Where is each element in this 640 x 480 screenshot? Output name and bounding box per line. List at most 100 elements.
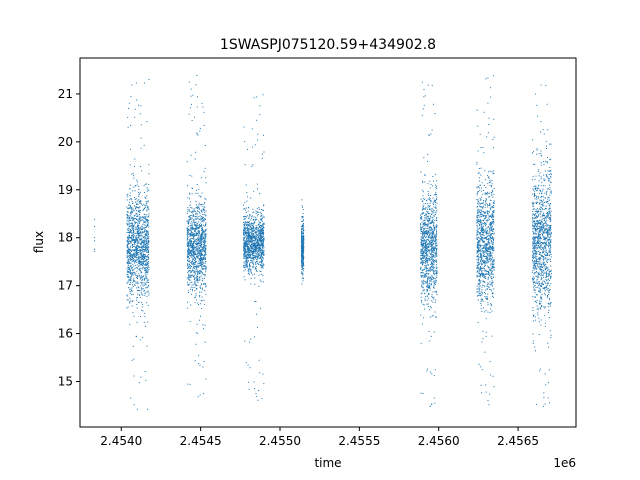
data-point (429, 198, 431, 200)
data-point (431, 241, 433, 243)
data-point (127, 243, 129, 245)
data-point (258, 255, 260, 257)
data-point (129, 268, 131, 270)
data-point (195, 246, 197, 248)
data-point (424, 198, 426, 200)
data-point (433, 246, 435, 248)
data-point (420, 236, 422, 238)
data-point (245, 235, 247, 237)
data-point (135, 256, 137, 258)
data-point (198, 208, 200, 210)
data-point (140, 271, 142, 273)
data-point (188, 290, 190, 292)
data-point (148, 252, 149, 253)
data-point (420, 257, 422, 259)
data-point (199, 234, 201, 236)
data-point (143, 218, 145, 220)
data-point (133, 261, 135, 263)
data-point (247, 246, 249, 248)
data-point (126, 224, 128, 225)
data-point (423, 245, 424, 246)
data-point (253, 273, 255, 275)
data-point (489, 184, 491, 186)
data-point (433, 263, 435, 265)
data-point (301, 238, 302, 240)
data-point (244, 231, 246, 233)
data-point (195, 227, 197, 229)
data-point (132, 281, 134, 283)
data-point (145, 242, 147, 244)
data-point (422, 233, 424, 234)
data-point (430, 257, 432, 258)
data-point (200, 255, 202, 257)
data-point (245, 265, 247, 266)
data-point (252, 237, 254, 239)
data-point (194, 282, 196, 284)
data-point (130, 256, 132, 257)
data-point (420, 250, 422, 252)
data-point (148, 282, 150, 283)
data-point (420, 275, 422, 276)
data-point (430, 266, 432, 268)
data-point (433, 397, 435, 399)
data-point (259, 231, 261, 233)
data-point (256, 258, 258, 260)
data-point (144, 245, 146, 246)
data-point (420, 257, 422, 259)
data-point (203, 250, 205, 252)
data-point (132, 312, 134, 314)
data-point (186, 281, 188, 283)
data-point (137, 249, 139, 251)
data-point (248, 250, 249, 252)
data-point (259, 235, 261, 237)
data-point (248, 268, 250, 270)
data-point (131, 84, 133, 86)
data-point (131, 223, 133, 225)
data-point (302, 268, 304, 270)
data-point (429, 240, 431, 242)
data-point (138, 194, 140, 196)
data-point (421, 253, 423, 254)
data-point (128, 234, 130, 236)
data-point (136, 219, 138, 220)
data-point (253, 264, 254, 266)
data-point (131, 237, 132, 238)
data-point (427, 198, 429, 200)
data-point (431, 256, 433, 258)
data-point (478, 267, 479, 269)
data-point (259, 231, 261, 233)
data-point (420, 242, 422, 244)
data-point (423, 246, 425, 248)
data-point (204, 250, 206, 252)
data-point (130, 217, 132, 219)
data-point (491, 255, 493, 257)
data-point (144, 221, 146, 222)
data-point (138, 202, 140, 204)
data-point (426, 273, 428, 275)
data-point (247, 232, 249, 233)
data-point (195, 229, 197, 231)
data-point (138, 225, 140, 227)
data-point (420, 296, 422, 298)
data-point (433, 238, 435, 240)
data-point (260, 261, 262, 263)
data-point (426, 254, 428, 256)
data-point (435, 251, 437, 253)
data-point (205, 249, 206, 251)
data-point (145, 249, 147, 251)
data-point (144, 205, 146, 207)
data-point (187, 260, 189, 262)
data-point (205, 228, 207, 230)
data-point (188, 247, 190, 249)
data-point (433, 215, 434, 217)
data-point (424, 268, 425, 270)
data-point (142, 264, 144, 266)
data-point (188, 113, 190, 115)
data-point (434, 247, 436, 249)
data-point (189, 235, 191, 237)
data-point (129, 272, 131, 274)
data-point (138, 189, 140, 190)
data-point (243, 267, 245, 268)
data-point (301, 260, 303, 262)
data-point (422, 236, 424, 238)
